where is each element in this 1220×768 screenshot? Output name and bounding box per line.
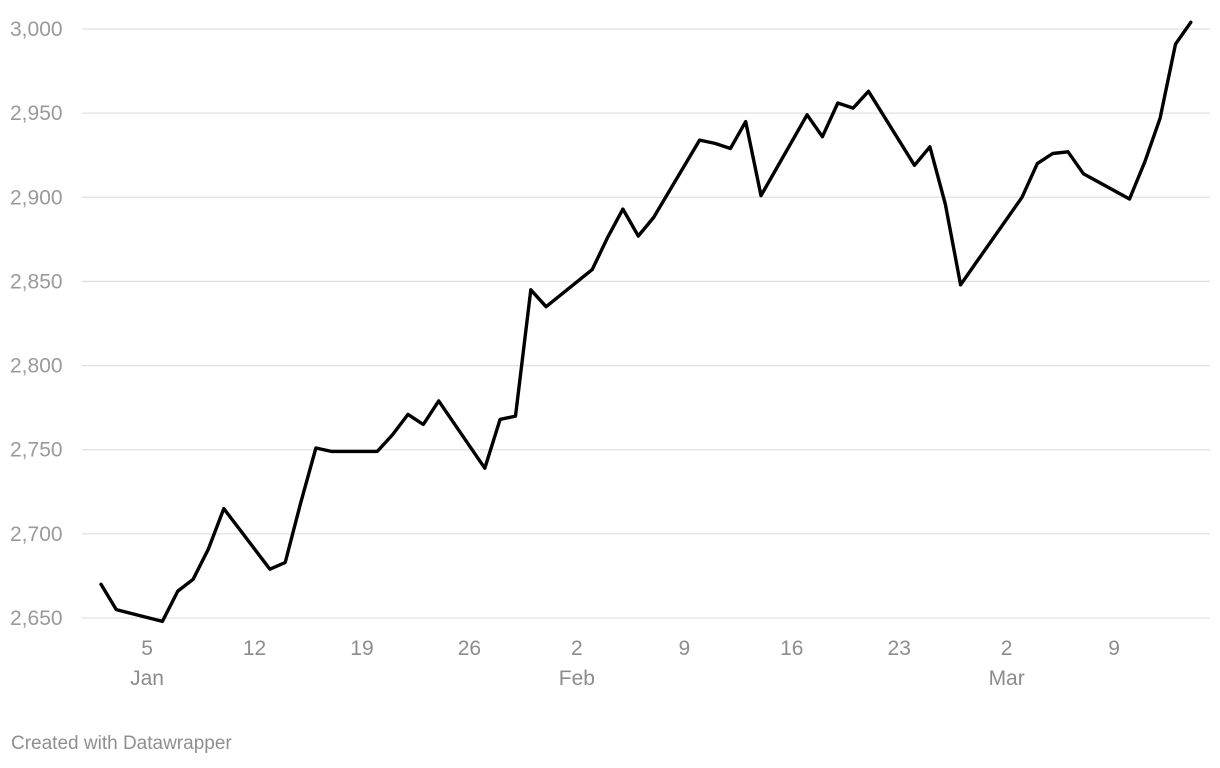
x-month-label: Feb: [559, 667, 595, 690]
datawrapper-credit: Created with Datawrapper: [11, 733, 232, 754]
x-tick-label: 23: [888, 637, 911, 660]
y-tick-label: 2,850: [10, 270, 63, 293]
y-tick-label: 2,650: [10, 607, 63, 630]
y-tick-label: 2,950: [10, 102, 63, 125]
x-tick-label: 9: [1108, 637, 1120, 660]
x-tick-label: 2: [571, 637, 583, 660]
x-tick-label: 12: [243, 637, 266, 660]
y-axis-ticks: 2,650 2,700 2,750 2,800 2,850 2,900 2,950 3,000: [10, 18, 63, 630]
y-tick-label: 2,800: [10, 355, 63, 378]
y-tick-label: 2,750: [10, 439, 63, 462]
gridlines: [82, 28, 1210, 619]
x-tick-label: 19: [350, 637, 373, 660]
x-axis-ticks: 5 Jan 12 19 26 2 Feb 9 16 23 2 Mar 9: [130, 637, 1120, 690]
y-tick-label: 2,900: [10, 186, 63, 209]
x-month-label: Jan: [130, 667, 164, 690]
series-layer: [99, 20, 1193, 624]
x-tick-label: 26: [458, 637, 481, 660]
x-month-label: Mar: [989, 667, 1025, 690]
x-tick-label: 5: [141, 637, 153, 660]
y-tick-label: 3,000: [10, 18, 63, 41]
series-line-0: [99, 20, 1193, 624]
x-tick-label: 9: [678, 637, 690, 660]
y-tick-label: 2,700: [10, 523, 63, 546]
line-chart: 2,650 2,700 2,750 2,800 2,850 2,900 2,950 3,000…: [10, 18, 1210, 690]
x-tick-label: 2: [1001, 637, 1013, 660]
x-tick-label: 16: [780, 637, 803, 660]
